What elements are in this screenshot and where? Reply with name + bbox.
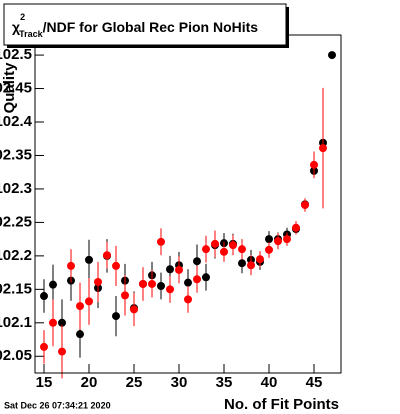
- y-tick-label: 102.15: [0, 280, 32, 297]
- data-point: [49, 280, 57, 289]
- data-point: [76, 302, 84, 311]
- data-point: [85, 297, 93, 306]
- y-tick-label: 102.45: [0, 80, 32, 97]
- data-point: [274, 237, 282, 246]
- data-point: [157, 281, 165, 290]
- data-point: [328, 51, 336, 60]
- data-point: [256, 255, 264, 264]
- x-tick-label: 45: [306, 374, 323, 391]
- data-point: [157, 237, 165, 246]
- data-point: [130, 305, 138, 314]
- data-point: [121, 291, 129, 300]
- title-subscript: Track: [19, 29, 44, 39]
- data-point: [247, 261, 255, 270]
- plot-area: 102.05 102.1 102.15 102.2 102.25 102.3 102.35 1…: [0, 46, 336, 391]
- data-point: [85, 255, 93, 264]
- x-tick-label: 25: [126, 374, 143, 391]
- data-point: [58, 347, 66, 356]
- data-point: [175, 265, 183, 274]
- data-point: [49, 318, 57, 327]
- chart-title: χ2 Track/NDF for Global Rec Pion NoHits: [12, 12, 258, 39]
- title-superscript: 2: [20, 12, 25, 22]
- y-tick-label: 102.4: [0, 113, 33, 130]
- data-point: [40, 292, 48, 301]
- data-point: [58, 318, 66, 327]
- data-point: [202, 273, 210, 282]
- data-point: [202, 245, 210, 254]
- timestamp: Sat Dec 26 07:34:21 2020: [4, 400, 111, 410]
- data-point: [229, 241, 237, 250]
- data-point: [265, 235, 273, 244]
- data-point: [184, 278, 192, 287]
- data-point: [193, 275, 201, 284]
- y-tick-label: 102.25: [0, 213, 32, 230]
- data-point: [148, 279, 156, 288]
- data-point: [211, 239, 219, 248]
- x-tick-label: 15: [36, 374, 53, 391]
- data-point: [76, 330, 84, 339]
- data-point: [94, 277, 102, 286]
- data-point: [310, 160, 318, 169]
- x-axis-label: No. of Fit Points: [224, 396, 339, 413]
- data-point: [139, 279, 147, 288]
- data-point: [40, 342, 48, 351]
- data-point: [112, 261, 120, 270]
- y-tick-label: 102.35: [0, 146, 32, 163]
- x-tick-label: 40: [261, 374, 278, 391]
- y-tick-label: 102.05: [0, 347, 32, 364]
- data-point: [103, 251, 111, 260]
- title-box: [3, 3, 287, 46]
- y-tick-label: 102.1: [0, 314, 32, 331]
- data-point: [184, 295, 192, 304]
- y-tick-label: 102.3: [0, 180, 32, 197]
- data-point: [319, 144, 327, 153]
- data-point: [166, 265, 174, 274]
- data-point: [301, 201, 309, 210]
- y-tick-label: 102.2: [0, 247, 32, 264]
- data-point: [283, 235, 291, 244]
- data-point: [292, 223, 300, 232]
- data-point: [166, 285, 174, 294]
- data-point: [67, 261, 75, 270]
- y-tick-label: 102.5: [0, 46, 32, 63]
- x-tick-label: 30: [171, 374, 188, 391]
- data-point: [193, 257, 201, 266]
- y-axis-label: Quality: [1, 62, 18, 114]
- x-tick-label: 20: [81, 374, 98, 391]
- x-tick-label: 35: [216, 374, 233, 391]
- data-point: [238, 245, 246, 254]
- data-point: [238, 259, 246, 268]
- data-point: [265, 245, 273, 254]
- data-point: [220, 247, 228, 256]
- title-text: /NDF for Global Rec Pion NoHits: [43, 19, 259, 35]
- data-point: [112, 312, 120, 321]
- title-symbol: χ: [12, 19, 20, 35]
